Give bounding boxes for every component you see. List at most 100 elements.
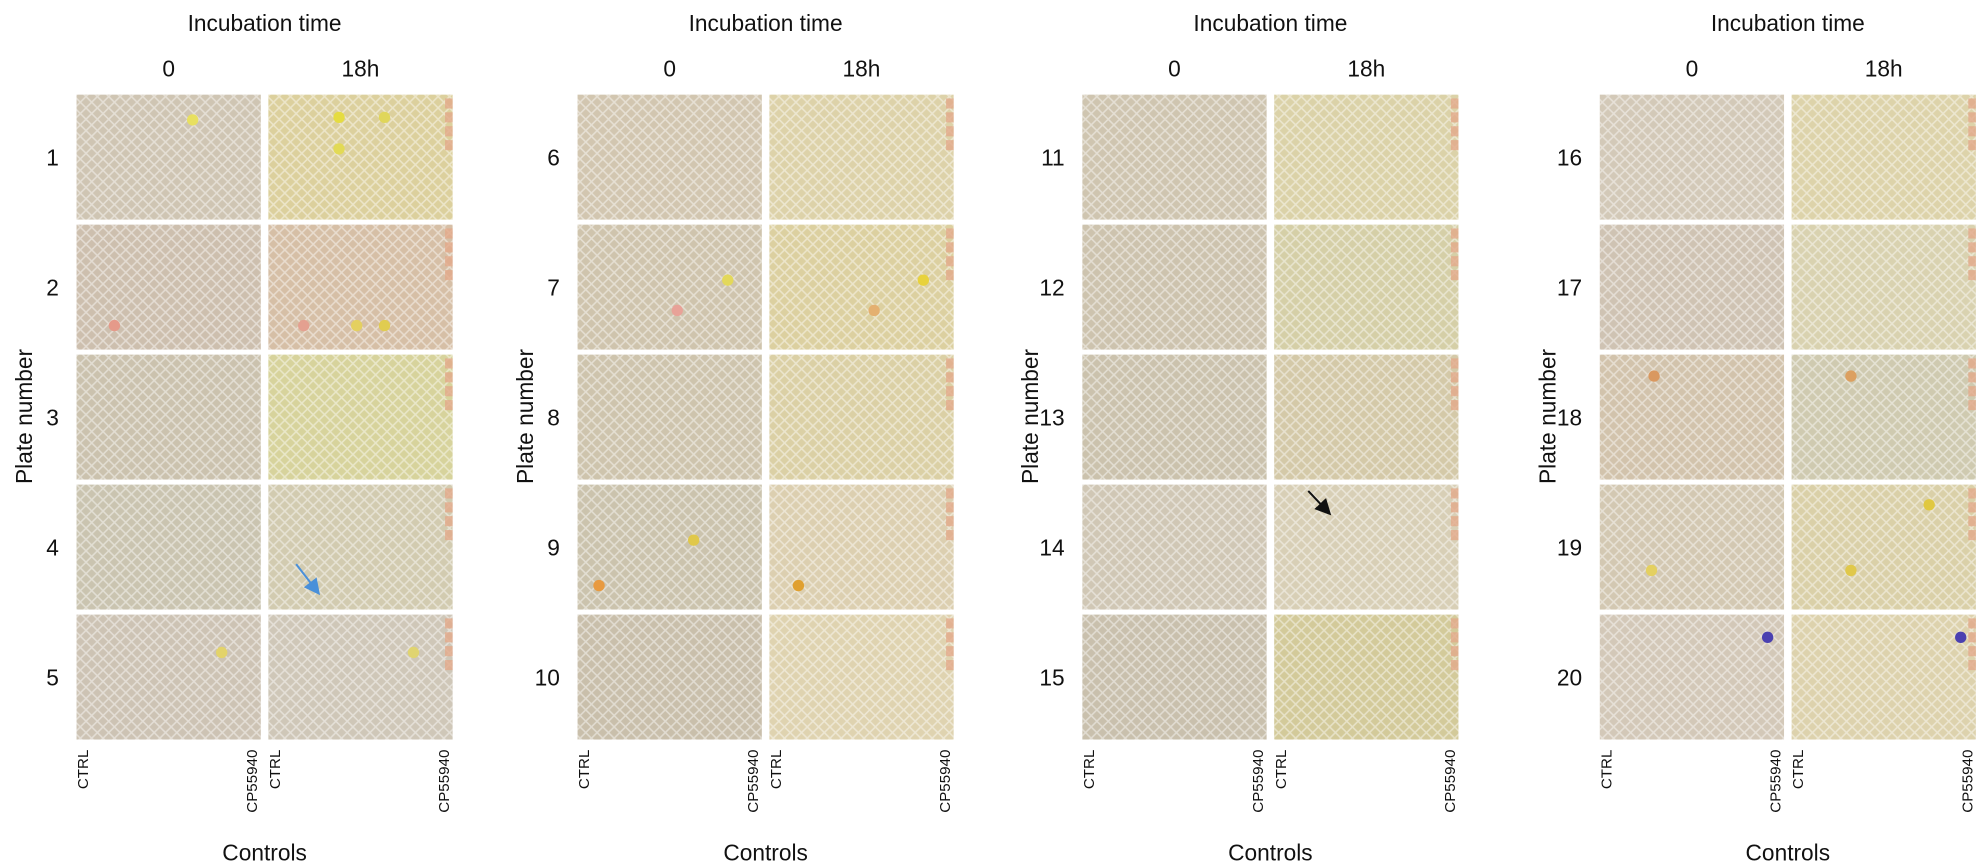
- plate-number: 7: [547, 275, 560, 301]
- control-well: [445, 516, 453, 527]
- control-label: CTRL: [1598, 750, 1615, 790]
- colored-well: [186, 114, 199, 126]
- control-label: CP55940: [745, 750, 762, 813]
- plate-number: 8: [547, 405, 560, 431]
- plate-number: 13: [1039, 405, 1064, 431]
- control-well: [445, 646, 453, 657]
- colored-well: [333, 143, 345, 155]
- plate-wells: [1082, 484, 1267, 610]
- colored-well: [687, 534, 700, 546]
- control-well: [946, 256, 954, 267]
- plate-wells: [76, 614, 261, 740]
- control-well: [1968, 530, 1976, 541]
- control-well: [946, 228, 954, 239]
- control-well: [946, 646, 954, 657]
- panel: Incubation time 0 18h Plate number 11 12 13 14 1…: [1017, 10, 1459, 865]
- y-axis-label: Plate number: [1534, 349, 1560, 484]
- control-well: [1450, 488, 1459, 499]
- colored-well: [1955, 631, 1967, 643]
- control-well: [1450, 516, 1459, 527]
- arrow: [1307, 490, 1332, 516]
- plate-number: 9: [547, 535, 560, 561]
- plate-number: 19: [1557, 535, 1582, 561]
- plate-wells: [268, 94, 453, 220]
- control-well: [1450, 256, 1459, 267]
- control-label: CTRL: [768, 750, 785, 790]
- plate-wells: [1599, 614, 1785, 740]
- colored-well: [333, 111, 345, 124]
- x-axis-label: Controls: [222, 839, 307, 865]
- colored-well: [407, 646, 420, 659]
- panel: Incubation time 0 18h Plate number 16 17 18 19 2…: [1534, 10, 1976, 865]
- control-well: [946, 386, 954, 397]
- control-well: [445, 228, 453, 239]
- control-well: [1968, 646, 1976, 657]
- control-well: [1450, 632, 1459, 643]
- control-well: [1968, 502, 1976, 513]
- plate-wells: [268, 614, 453, 740]
- plate-wells: [1082, 354, 1267, 480]
- plate-number: 17: [1557, 275, 1582, 301]
- x-axis-label: Controls: [1228, 839, 1313, 865]
- plate-wells: [1791, 484, 1976, 610]
- colored-well: [868, 304, 880, 317]
- control-well: [1968, 140, 1976, 151]
- control-well: [1450, 502, 1459, 513]
- control-well: [445, 140, 453, 151]
- plate-wells: [1082, 614, 1267, 740]
- plate-number: 3: [46, 405, 59, 431]
- control-well: [445, 112, 453, 123]
- y-axis-label: Plate number: [1017, 349, 1043, 484]
- plate-wells: [577, 484, 762, 610]
- colored-well: [378, 111, 391, 124]
- plate-wells: [769, 94, 954, 220]
- plate-wells: [1599, 94, 1785, 220]
- column-label: 18h: [843, 56, 881, 82]
- control-well: [1968, 660, 1976, 671]
- control-well: [445, 386, 453, 397]
- y-axis-label: Plate number: [11, 349, 37, 484]
- control-well: [445, 400, 453, 411]
- control-well: [445, 242, 453, 253]
- control-well: [1968, 98, 1976, 109]
- control-well: [946, 98, 954, 109]
- control-label: CP55940: [1442, 750, 1459, 813]
- plate-wells: [577, 354, 762, 480]
- control-well: [1450, 400, 1459, 411]
- control-well: [445, 632, 453, 643]
- control-well: [1450, 358, 1459, 369]
- column-label: 0: [1168, 56, 1181, 82]
- plate-number: 16: [1557, 145, 1582, 171]
- control-well: [445, 530, 453, 541]
- plate-wells: [1791, 224, 1976, 350]
- plate-number: 5: [46, 665, 59, 691]
- plate-number: 12: [1039, 275, 1064, 301]
- plate-number: 6: [547, 145, 560, 171]
- colored-well: [671, 304, 683, 317]
- plate-number: 2: [46, 275, 59, 301]
- colored-well: [792, 579, 805, 592]
- control-well: [1968, 372, 1976, 383]
- control-well: [445, 502, 453, 513]
- plate-wells: [1082, 224, 1267, 350]
- colored-well: [298, 319, 310, 332]
- control-well: [946, 140, 954, 151]
- plate-wells: [769, 614, 954, 740]
- panel-title: Incubation time: [689, 10, 843, 36]
- control-well: [445, 98, 453, 109]
- control-label: CTRL: [75, 750, 92, 790]
- panel: Incubation time 0 18h Plate number 6 7 8 9 10 CTR…: [512, 10, 954, 865]
- control-well: [946, 242, 954, 253]
- plate-number: 20: [1557, 665, 1582, 691]
- control-label: CTRL: [1273, 750, 1290, 790]
- control-well: [946, 516, 954, 527]
- control-well: [1450, 242, 1459, 253]
- plate-number: 15: [1039, 665, 1064, 691]
- plate-number: 4: [46, 535, 59, 561]
- control-well: [1968, 228, 1976, 239]
- control-well: [445, 488, 453, 499]
- control-well: [445, 270, 453, 281]
- control-well: [1968, 386, 1976, 397]
